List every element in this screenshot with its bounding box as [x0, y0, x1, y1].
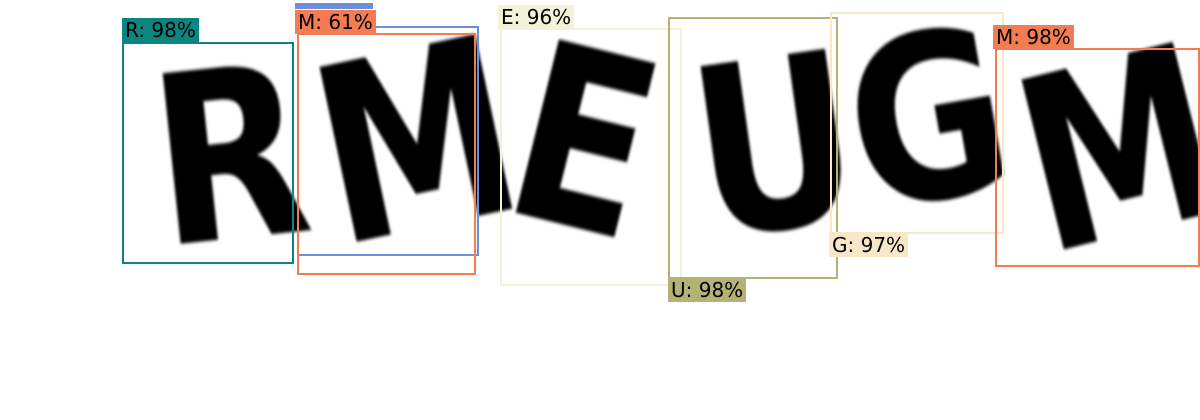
detection-label-u: U: 98% — [668, 278, 746, 302]
detection-box-e — [500, 28, 682, 286]
detection-label-m-blue — [295, 3, 373, 9]
detection-box-g — [830, 12, 1004, 234]
detection-box-m2 — [995, 48, 1200, 267]
detection-label-m: M: 61% — [295, 10, 376, 34]
detection-box-m — [297, 33, 476, 275]
detection-label-g: G: 97% — [829, 233, 908, 257]
detection-box-r — [122, 42, 294, 264]
detection-label-m2: M: 98% — [993, 25, 1074, 49]
detection-box-u — [668, 17, 838, 279]
detection-label-e: E: 96% — [498, 5, 574, 29]
detection-label-r: R: 98% — [122, 18, 199, 42]
